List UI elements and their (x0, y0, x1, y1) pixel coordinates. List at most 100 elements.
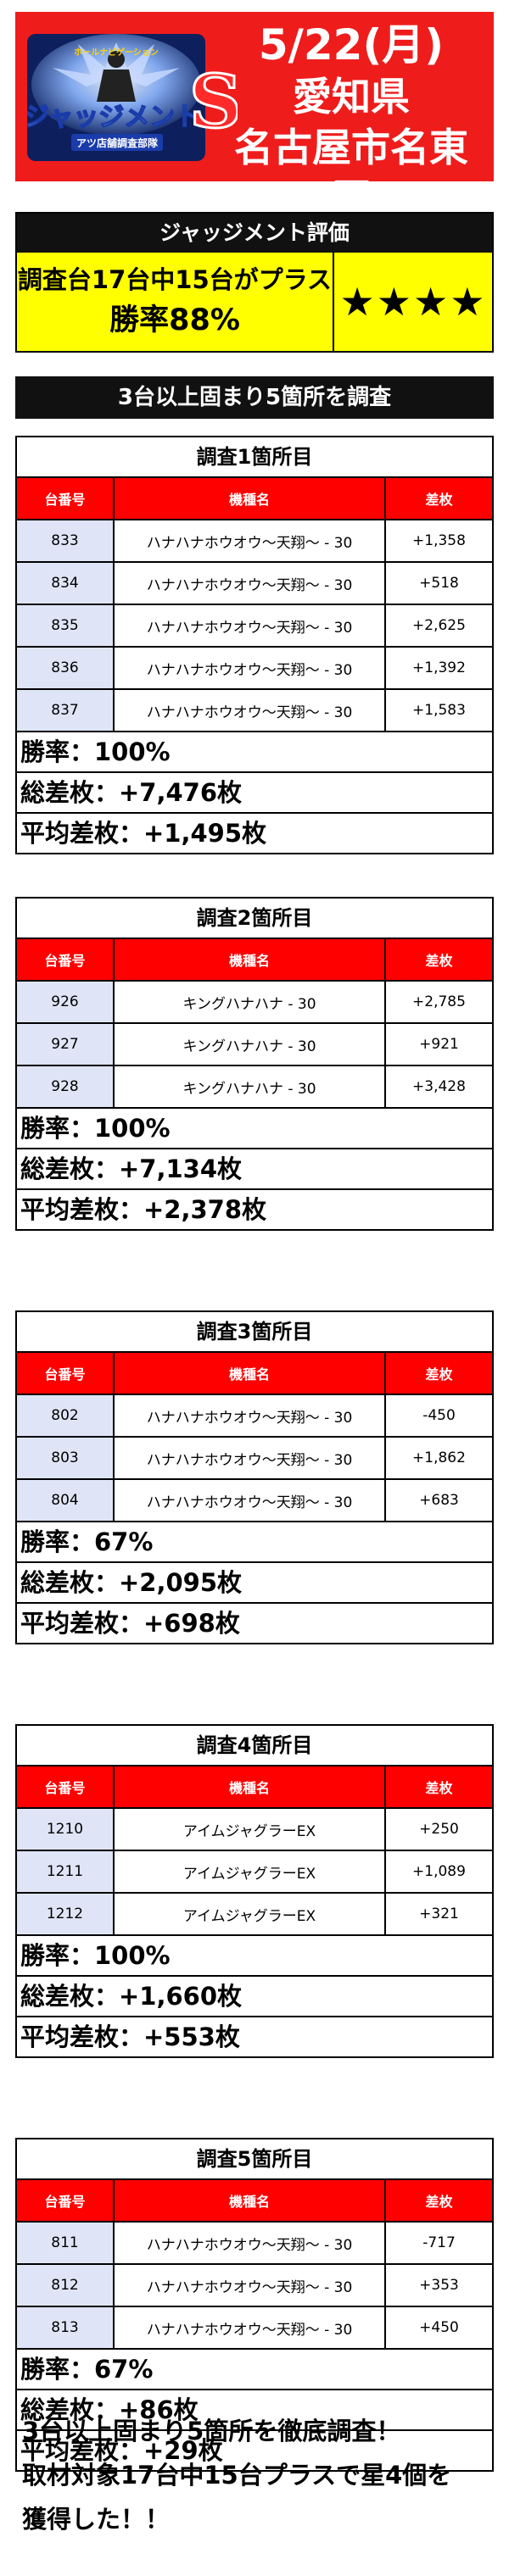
model-name: アイムジャグラーEX (114, 1808, 386, 1851)
logo-caption-top: ホールナビゲーション (74, 47, 159, 58)
evaluation-win-rate: 勝率88% (109, 303, 240, 337)
header-coin-difference: 差枚 (385, 2180, 492, 2223)
model-name: ハナハナホウオウ～天翔～ - 30 (114, 2264, 386, 2307)
average-difference: 平均差枚：+2,378枚 (20, 1195, 267, 1224)
table-row: 836 ハナハナホウオウ～天翔～ - 30 +1,392 (17, 647, 492, 690)
table-header-row: 台番号 機種名 差枚 (17, 478, 492, 520)
model-name: ハナハナホウオウ～天翔～ - 30 (114, 1437, 386, 1480)
coin-difference: +1,392 (385, 647, 492, 690)
survey-table: 台番号 機種名 差枚 1210 アイムジャグラーEX +250 1211 アイムジャグラーEX… (17, 1766, 492, 1936)
coin-difference: +321 (385, 1893, 492, 1936)
header-machine-number: 台番号 (17, 1353, 115, 1395)
machine-number: 811 (17, 2222, 115, 2265)
survey-table: 台番号 機種名 差枚 811 ハナハナホウオウ～天翔～ - 30 -717 812 ハナハナホ… (17, 2180, 492, 2350)
table-row: 833 ハナハナホウオウ～天翔～ - 30 +1,358 (17, 520, 492, 563)
judgment-evaluation: ジャッジメント評価 調査台17台中15台がプラス 勝率88% ★★★★ (15, 212, 494, 353)
survey-title: 調査2箇所目 (17, 899, 492, 939)
model-name: キングハナハナ - 30 (114, 1023, 386, 1066)
header-coin-difference: 差枚 (385, 939, 492, 982)
survey-block-1: 調査1箇所目 台番号 機種名 差枚 833 ハナハナホウオウ～天翔～ - 30 +1,358… (15, 436, 494, 854)
coin-difference: +1,089 (385, 1850, 492, 1894)
survey-date: 5/22(月) (258, 20, 445, 70)
section-banner: 3台以上固まり5箇所を調査 (15, 376, 494, 419)
footer-line-2: 取材対象17台中15台プラスで星4個を (22, 2461, 452, 2490)
evaluation-title: ジャッジメント評価 (17, 214, 492, 253)
survey-block-3: 調査3箇所目 台番号 機種名 差枚 802 ハナハナホウオウ～天翔～ - 30 -450 80… (15, 1310, 494, 1644)
table-row: 1210 アイムジャグラーEX +250 (17, 1808, 492, 1851)
table-row: 837 ハナハナホウオウ～天翔～ - 30 +1,583 (17, 689, 492, 732)
coin-difference: -450 (385, 1394, 492, 1438)
footer-line-3: 獲得した！！ (22, 2505, 171, 2534)
header-model-name: 機種名 (114, 1766, 386, 1809)
survey-title: 調査1箇所目 (17, 437, 492, 478)
machine-number: 1212 (17, 1893, 115, 1936)
machine-number: 802 (17, 1394, 115, 1438)
machine-number: 803 (17, 1437, 115, 1480)
survey-table: 台番号 機種名 差枚 802 ハナハナホウオウ～天翔～ - 30 -450 803 ハナハナホ… (17, 1353, 492, 1522)
model-name: アイムジャグラーEX (114, 1893, 386, 1936)
machine-number: 1211 (17, 1850, 115, 1894)
evaluation-plus-count: 調査台17台中15台がプラス (17, 265, 333, 294)
machine-number: 804 (17, 1479, 115, 1522)
header-model-name: 機種名 (114, 1353, 386, 1395)
footer-line-1: 3台以上固まり5箇所を徹底調査！ (22, 2417, 401, 2445)
model-name: ハナハナホウオウ～天翔～ - 30 (114, 689, 386, 732)
model-name: ハナハナホウオウ～天翔～ - 30 (114, 1479, 386, 1522)
survey-block-5: 調査5箇所目 台番号 機種名 差枚 811 ハナハナホウオウ～天翔～ - 30 -717 81… (15, 2138, 494, 2472)
win-rate: 勝率：100% (17, 1109, 492, 1149)
table-header-row: 台番号 機種名 差枚 (17, 1766, 492, 1809)
table-row: 927 キングハナハナ - 30 +921 (17, 1023, 492, 1066)
city: 名古屋市名東区 (234, 125, 468, 221)
average-difference: 平均差枚：+29枚 (20, 2436, 223, 2465)
footer-summary: 3台以上固まり5箇所を徹底調査！ 取材対象17台中15台プラスで星4個を 獲得し… (22, 2409, 497, 2541)
model-name: キングハナハナ - 30 (114, 981, 386, 1024)
model-name: キングハナハナ - 30 (114, 1065, 386, 1109)
survey-title: 調査4箇所目 (17, 1726, 492, 1766)
survey-title: 調査5箇所目 (17, 2139, 492, 2180)
header-coin-difference: 差枚 (385, 478, 492, 520)
total-difference: 総差枚：+7,476枚 (17, 773, 492, 814)
table-header-row: 台番号 機種名 差枚 (17, 2180, 492, 2223)
survey-table: 台番号 機種名 差枚 833 ハナハナホウオウ～天翔～ - 30 +1,358 834 ハナハ… (17, 478, 492, 732)
header-coin-difference: 差枚 (385, 1353, 492, 1395)
header-machine-number: 台番号 (17, 939, 115, 982)
machine-number: 836 (17, 647, 115, 690)
table-row: 813 ハナハナホウオウ～天翔～ - 30 +450 (17, 2306, 492, 2350)
header-machine-number: 台番号 (17, 1766, 115, 1809)
model-name: ハナハナホウオウ～天翔～ - 30 (114, 1394, 386, 1438)
logo-s-letter: S (189, 59, 238, 145)
average-difference: 平均差枚：+698枚 (20, 1609, 240, 1638)
model-name: ハナハナホウオウ～天翔～ - 30 (114, 2306, 386, 2350)
coin-difference: +250 (385, 1808, 492, 1851)
prefecture: 愛知県 (293, 74, 410, 120)
machine-number: 1210 (17, 1808, 115, 1851)
model-name: ハナハナホウオウ～天翔～ - 30 (114, 647, 386, 690)
header-model-name: 機種名 (114, 478, 386, 520)
table-row: 812 ハナハナホウオウ～天翔～ - 30 +353 (17, 2264, 492, 2307)
model-name: ハナハナホウオウ～天翔～ - 30 (114, 2222, 386, 2265)
survey-block-2: 調査2箇所目 台番号 機種名 差枚 926 キングハナハナ - 30 +2,785 927 キン… (15, 897, 494, 1231)
coin-difference: +450 (385, 2306, 492, 2350)
machine-number: 812 (17, 2264, 115, 2307)
win-rate: 勝率：100% (17, 732, 492, 773)
judgment-s-logo: ホールナビゲーション ジャッジメント アツ店舗調査部隊 S (27, 34, 238, 161)
survey-title: 調査3箇所目 (17, 1312, 492, 1353)
coin-difference: +1,862 (385, 1437, 492, 1480)
header-banner: ホールナビゲーション ジャッジメント アツ店舗調査部隊 S 5/22(月) 愛知… (15, 12, 494, 221)
model-name: ハナハナホウオウ～天翔～ - 30 (114, 520, 386, 563)
header-machine-number: 台番号 (17, 478, 115, 520)
header-machine-number: 台番号 (17, 2180, 115, 2223)
header-model-name: 機種名 (114, 2180, 386, 2223)
logo-title: ジャッジメント (27, 103, 200, 132)
total-difference: 総差枚：+7,134枚 (17, 1149, 492, 1190)
machine-number: 927 (17, 1023, 115, 1066)
coin-difference: -717 (385, 2222, 492, 2265)
table-row: 928 キングハナハナ - 30 +3,428 (17, 1065, 492, 1109)
coin-difference: +518 (385, 562, 492, 605)
total-difference: 総差枚：+2,095枚 (17, 1563, 492, 1604)
table-header-row: 台番号 機種名 差枚 (17, 939, 492, 982)
average-difference: 平均差枚：+1,495枚 (20, 819, 267, 848)
evaluation-summary: 調査台17台中15台がプラス 勝率88% (17, 253, 334, 351)
table-row: 1211 アイムジャグラーEX +1,089 (17, 1850, 492, 1894)
machine-number: 928 (17, 1065, 115, 1109)
